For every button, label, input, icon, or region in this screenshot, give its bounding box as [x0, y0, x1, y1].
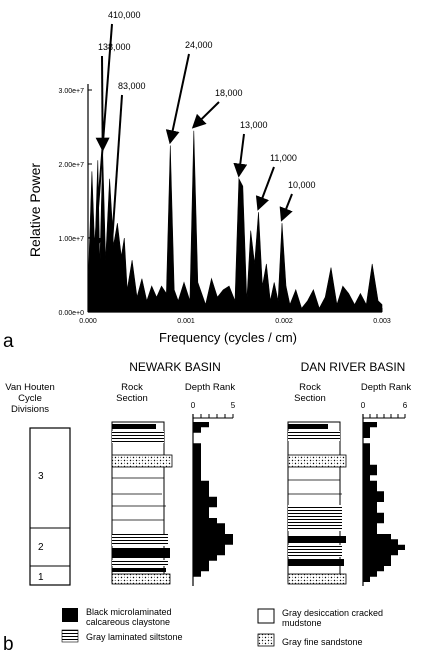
- panel-a-label: a: [3, 331, 14, 352]
- dan-river-basin-title: DAN RIVER BASIN: [301, 360, 406, 374]
- dan-river-rock-section: [287, 421, 347, 585]
- dan-river-depth-rank-plot: [362, 414, 406, 586]
- legend-swatch-laminated-siltstone: [61, 629, 79, 643]
- power-spectrum-chart: 0.00e+01.00e+72.00e+73.00e+7 0.000 0.001 0…: [3, 10, 391, 352]
- legend-black-line-2: calcareous claystone: [86, 617, 170, 627]
- legend-laminated-label: Gray laminated siltstone: [86, 632, 183, 642]
- depth-rank-steps: [193, 422, 233, 582]
- legend-white-line-1: Gray desiccation cracked: [282, 608, 383, 618]
- annotation-period-label: 138,000: [98, 42, 131, 52]
- annotation-period-label: 83,000: [118, 81, 146, 91]
- legend-swatch-fine-sandstone: [257, 633, 275, 647]
- newark-depth-rank-plot: [192, 414, 234, 586]
- x-tick-label: 0.003: [373, 318, 391, 325]
- newark-depth-tick-max: 5: [231, 401, 236, 410]
- cycle-divisions-column: 3 2 1: [29, 427, 71, 586]
- annotation-period-label: 10,000: [288, 180, 316, 190]
- legend-swatch-black-claystone: [62, 608, 78, 622]
- annotation-arrow: [165, 53, 190, 145]
- dan-depth-tick-max: 6: [403, 401, 408, 410]
- annotation-arrow: [279, 193, 293, 222]
- annotation-period-label: 24,000: [185, 40, 213, 50]
- cycle-header-line-2: Cycle: [18, 393, 42, 404]
- cycle-label-2: 2: [38, 542, 44, 553]
- annotation-arrow: [255, 166, 275, 211]
- cycle-divisions-header: Van Houten Cycle Divisions: [5, 382, 54, 415]
- x-ticks: 0.000 0.001 0.002 0.003: [79, 308, 391, 325]
- stratigraphy-diagram: NEWARK BASIN DAN RIVER BASIN Van Houten …: [3, 360, 411, 655]
- cycle-label-3: 3: [38, 471, 44, 482]
- y-tick-label: 3.00e+7: [59, 88, 85, 95]
- legend-swatch-desiccation-mudstone: [257, 608, 275, 624]
- legend-sand-label: Gray fine sandstone: [282, 637, 363, 647]
- dan-rock-header-1: Rock: [299, 382, 321, 393]
- annotation-period-label: 13,000: [240, 120, 268, 130]
- annotation-arrow: [233, 133, 248, 178]
- legend-black-line-1: Black microlaminated: [86, 607, 172, 617]
- annotation-period-label: 18,000: [215, 88, 243, 98]
- legend-white-line-2: mudstone: [282, 618, 322, 628]
- lithology-legend: Black microlaminated calcareous clayston…: [61, 607, 383, 647]
- period-annotations: 410,000 138,000 83,000 24,000 18,000 13,000 11…: [88, 10, 316, 311]
- newark-basin-title: NEWARK BASIN: [129, 360, 221, 374]
- x-axis-label: Frequency (cycles / cm): [159, 330, 297, 345]
- annotation-arrow: [191, 101, 220, 129]
- dan-depth-tick-0: 0: [361, 401, 366, 410]
- newark-rock-section: [111, 421, 173, 585]
- cycle-header-line-1: Van Houten: [5, 382, 54, 393]
- y-axis-label: Relative Power: [27, 163, 43, 257]
- y-tick-label: 1.00e+7: [59, 236, 85, 243]
- newark-rock-header-2: Section: [116, 393, 148, 404]
- newark-depth-header: Depth Rank: [185, 382, 235, 393]
- dan-rock-header-2: Section: [294, 393, 326, 404]
- y-tick-label: 0.00e+0: [59, 310, 85, 317]
- newark-rock-header-1: Rock: [121, 382, 143, 393]
- newark-depth-tick-0: 0: [191, 401, 196, 410]
- annotation-period-label: 410,000: [108, 10, 141, 20]
- depth-rank-steps: [363, 422, 405, 582]
- annotation-arrow: [95, 55, 110, 152]
- x-tick-label: 0.000: [79, 318, 97, 325]
- panel-b-label: b: [3, 634, 14, 655]
- cycle-column-box: [29, 427, 71, 586]
- power-spectrum-area: [87, 130, 383, 313]
- y-ticks: 0.00e+0 1.00e+7 2.00e+7 3.00e+7: [59, 88, 92, 317]
- cycle-header-line-3: Divisions: [11, 404, 49, 415]
- annotation-arrow: [101, 94, 123, 311]
- cycle-label-1: 1: [38, 572, 44, 583]
- annotation-period-label: 11,000: [270, 153, 297, 163]
- x-tick-label: 0.002: [275, 318, 293, 325]
- dan-depth-header: Depth Rank: [361, 382, 411, 393]
- x-tick-label: 0.001: [177, 318, 195, 325]
- y-tick-label: 2.00e+7: [59, 162, 85, 169]
